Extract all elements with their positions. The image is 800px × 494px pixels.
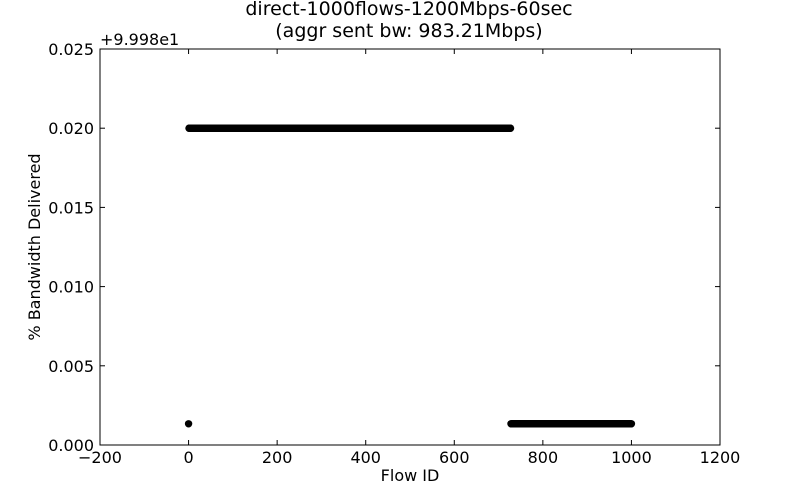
x-axis-label: Flow ID [381,466,440,485]
x-tick-label: −200 [78,448,122,467]
x-tick-label: 1000 [611,448,652,467]
chart-title-line2: (aggr sent bw: 983.21Mbps) [275,20,543,42]
plot-frame [99,48,721,446]
x-tick-label: 200 [262,448,293,467]
y-tick-label: 0.000 [48,436,94,455]
data-point [184,420,193,428]
x-tick-label: 0 [183,448,193,467]
tick-labels: −200 0 200 400 600 800 1000 1200 0.000 0.005 0.010… [48,40,740,467]
y-tick-label: 0.010 [48,278,94,297]
data-point [627,420,636,428]
data-points [184,124,636,428]
y-tick-label: 0.005 [48,357,94,376]
data-point [506,124,515,132]
y-tick-label: 0.025 [48,40,94,59]
y-tick-label: 0.015 [48,198,94,217]
y-tick-label: 0.020 [48,119,94,138]
chart-title-line1: direct-1000flows-1200Mbps-60sec [245,0,573,20]
tick-marks [99,48,721,446]
x-tick-label: 1200 [700,448,741,467]
y-axis-label: % Bandwidth Delivered [25,153,44,340]
x-tick-label: 400 [350,448,381,467]
x-tick-label: 800 [528,448,559,467]
x-tick-label: 600 [439,448,470,467]
offset-label: +9.998e1 [100,30,179,49]
